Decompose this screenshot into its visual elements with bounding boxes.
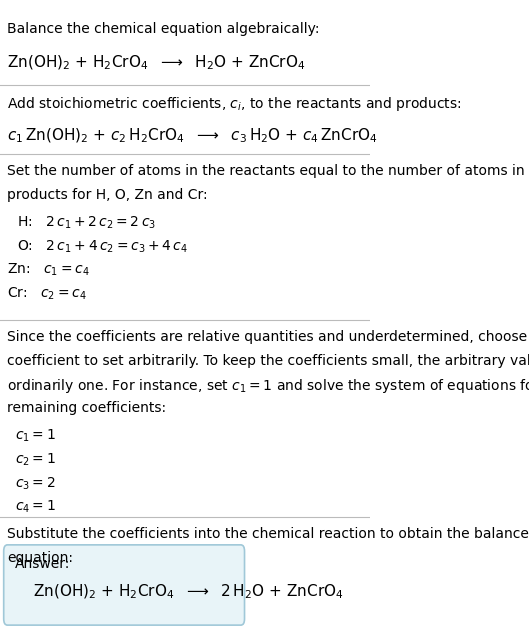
Text: $c_2 = 1$: $c_2 = 1$ <box>15 451 56 468</box>
Text: H:   $2\,c_1 + 2\,c_2 = 2\,c_3$: H: $2\,c_1 + 2\,c_2 = 2\,c_3$ <box>17 214 156 231</box>
Text: $c_3 = 2$: $c_3 = 2$ <box>15 475 56 492</box>
Text: Zn:   $c_1 = c_4$: Zn: $c_1 = c_4$ <box>7 262 90 278</box>
Text: Add stoichiometric coefficients, $c_i$, to the reactants and products:: Add stoichiometric coefficients, $c_i$, … <box>7 95 462 113</box>
FancyBboxPatch shape <box>4 545 244 625</box>
Text: Answer:: Answer: <box>15 557 70 571</box>
Text: coefficient to set arbitrarily. To keep the coefficients small, the arbitrary va: coefficient to set arbitrarily. To keep … <box>7 354 529 367</box>
Text: products for H, O, Zn and Cr:: products for H, O, Zn and Cr: <box>7 188 208 202</box>
Text: $\mathrm{Zn(OH)_2}$ $+$ $\mathrm{H_2CrO_4}$  $\longrightarrow$  $\mathrm{H_2O}$ : $\mathrm{Zn(OH)_2}$ $+$ $\mathrm{H_2CrO_… <box>7 53 306 71</box>
Text: O:   $2\,c_1 + 4\,c_2 = c_3 + 4\,c_4$: O: $2\,c_1 + 4\,c_2 = c_3 + 4\,c_4$ <box>17 238 188 255</box>
Text: Balance the chemical equation algebraically:: Balance the chemical equation algebraica… <box>7 22 320 36</box>
Text: remaining coefficients:: remaining coefficients: <box>7 401 167 415</box>
Text: $c_1\,\mathrm{Zn(OH)_2}$ $+$ $c_2\,\mathrm{H_2CrO_4}$  $\longrightarrow$  $c_3\,: $c_1\,\mathrm{Zn(OH)_2}$ $+$ $c_2\,\math… <box>7 127 378 145</box>
Text: equation:: equation: <box>7 551 74 564</box>
Text: ordinarily one. For instance, set $c_1 = 1$ and solve the system of equations fo: ordinarily one. For instance, set $c_1 =… <box>7 377 529 396</box>
Text: Since the coefficients are relative quantities and underdetermined, choose a: Since the coefficients are relative quan… <box>7 330 529 344</box>
Text: Set the number of atoms in the reactants equal to the number of atoms in the: Set the number of atoms in the reactants… <box>7 164 529 178</box>
Text: Substitute the coefficients into the chemical reaction to obtain the balanced: Substitute the coefficients into the che… <box>7 527 529 540</box>
Text: $\mathrm{Zn(OH)_2}$ $+$ $\mathrm{H_2CrO_4}$  $\longrightarrow$  $2\,\mathrm{H_2O: $\mathrm{Zn(OH)_2}$ $+$ $\mathrm{H_2CrO_… <box>33 582 344 601</box>
Text: $c_1 = 1$: $c_1 = 1$ <box>15 428 56 444</box>
Text: $c_4 = 1$: $c_4 = 1$ <box>15 499 56 515</box>
Text: Cr:   $c_2 = c_4$: Cr: $c_2 = c_4$ <box>7 286 87 302</box>
